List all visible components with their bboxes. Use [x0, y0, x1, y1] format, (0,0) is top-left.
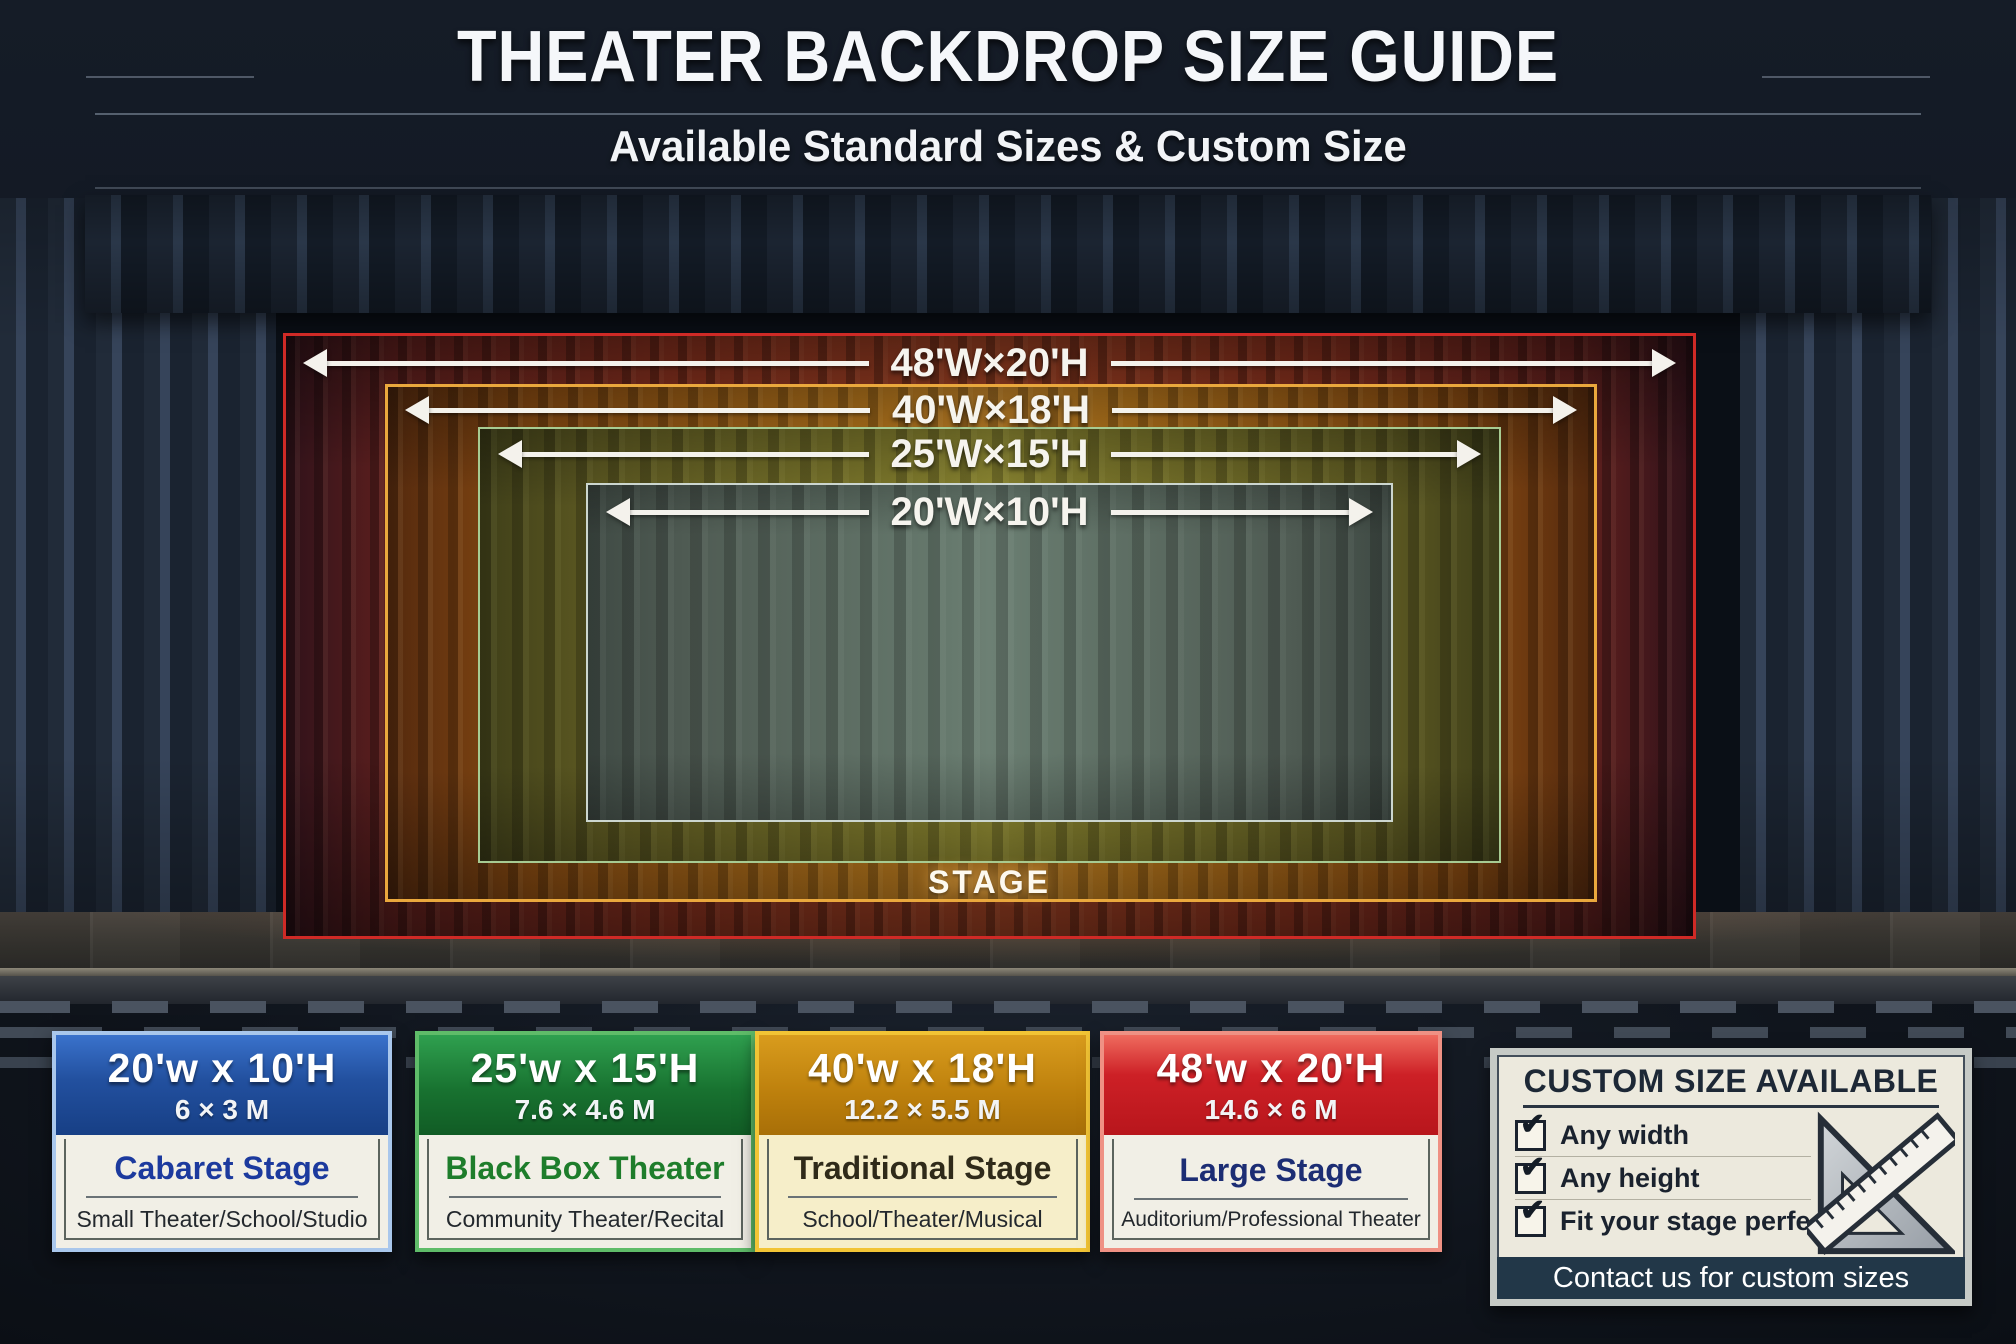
set-square-ruler-icon: [1807, 1111, 1955, 1255]
check-icon: ✔: [1520, 1193, 1546, 1227]
size-indicator-20x10: 20'W×10'H: [606, 489, 1374, 534]
custom-feature-row: ✔ Any height: [1515, 1152, 1811, 1200]
card-body: Large Stage Auditorium/Professional Thea…: [1104, 1135, 1438, 1248]
custom-feature-label: Any width: [1560, 1119, 1689, 1150]
card-body: Black Box Theater Community Theater/Reci…: [419, 1135, 751, 1248]
left-stage-curtain: [0, 198, 276, 996]
card-header: 40'w x 18'H 12.2 × 5.5 M: [759, 1035, 1086, 1135]
divider: [85, 1196, 359, 1198]
page-subtitle: Available Standard Sizes & Custom Size: [609, 122, 1407, 171]
card-audience: Small Theater/School/Studio: [76, 1206, 368, 1232]
card-audience: Auditorium/Professional Theater: [1121, 1207, 1421, 1231]
top-valance-curtain: [85, 195, 1931, 313]
size-label-48x20: 48'W×20'H: [890, 340, 1089, 385]
card-size-feet: 40'w x 18'H: [808, 1044, 1037, 1091]
card-size-feet: 48'w x 20'H: [1156, 1044, 1386, 1091]
divider: [788, 1196, 1057, 1198]
page-title: THEATER BACKDROP SIZE GUIDE: [457, 17, 1559, 97]
divider: [1134, 1197, 1408, 1200]
checkbox-checked-icon: ✔: [1515, 1109, 1546, 1151]
arrow-left-icon: [606, 498, 630, 526]
arrow-line: [1110, 509, 1350, 515]
size-label-25x15: 25'W×15'H: [890, 431, 1089, 476]
arrow-line: [429, 407, 870, 413]
stage-front-edge: [0, 968, 2016, 976]
checkbox-checked-icon: ✔: [1515, 1152, 1546, 1194]
card-audience: School/Theater/Musical: [802, 1206, 1043, 1232]
decorative-line: [95, 113, 1921, 115]
card-size-meters: 7.6 × 4.6 M: [514, 1093, 656, 1125]
size-card-25x15: 25'w x 15'H 7.6 × 4.6 M Black Box Theate…: [415, 1031, 755, 1252]
size-card-20x10: 20'w x 10'H 6 × 3 M Cabaret Stage Small …: [52, 1031, 392, 1252]
card-body: Cabaret Stage Small Theater/School/Studi…: [56, 1135, 388, 1248]
size-indicator-25x15: 25'W×15'H: [498, 431, 1482, 476]
decorative-line: [95, 187, 1921, 189]
check-icon: ✔: [1520, 1107, 1546, 1141]
size-card-48x20: 48'w x 20'H 14.6 × 6 M Large Stage Audit…: [1100, 1031, 1442, 1252]
decorative-line: [86, 76, 254, 78]
custom-feature-row: ✔ Any width: [1515, 1109, 1811, 1157]
card-stage-name: Large Stage: [1179, 1151, 1363, 1188]
custom-feature-row: ✔ Fit your stage perfectly: [1515, 1195, 1857, 1242]
card-size-meters: 12.2 × 5.5 M: [844, 1093, 1001, 1125]
size-label-40x18: 40'W×18'H: [892, 387, 1091, 432]
card-header: 25'w x 15'H 7.6 × 4.6 M: [419, 1035, 751, 1135]
card-size-meters: 6 × 3 M: [174, 1093, 270, 1125]
card-audience: Community Theater/Recital: [445, 1206, 725, 1232]
divider: [1523, 1105, 1939, 1108]
card-size-feet: 20'w x 10'H: [107, 1044, 337, 1091]
card-header: 48'w x 20'H 14.6 × 6 M: [1104, 1035, 1438, 1135]
checkbox-checked-icon: ✔: [1515, 1195, 1546, 1237]
stage-apron: [0, 976, 2016, 1004]
arrow-line: [327, 360, 869, 366]
seating-row: [0, 1001, 2016, 1013]
decorative-line: [1762, 76, 1930, 78]
arrow-right-icon: [1349, 498, 1374, 526]
right-stage-curtain: [1740, 198, 2016, 996]
card-body: Traditional Stage School/Theater/Musical: [759, 1135, 1086, 1248]
arrow-right-icon: [1553, 396, 1578, 424]
stage-floor-label: STAGE: [928, 864, 1051, 900]
arrow-line: [522, 451, 869, 457]
divider: [448, 1196, 722, 1198]
arrow-line: [1110, 360, 1653, 366]
size-indicator-48x20: 48'W×20'H: [303, 340, 1677, 385]
custom-size-panel: CUSTOM SIZE AVAILABLE ✔ Any width ✔ Any …: [1490, 1048, 1972, 1306]
arrow-right-icon: [1457, 440, 1482, 468]
arrow-left-icon: [405, 396, 429, 424]
arrow-line: [630, 509, 869, 515]
arrow-line: [1110, 451, 1458, 457]
backdrop-20x10: [586, 483, 1393, 822]
card-stage-name: Traditional Stage: [793, 1150, 1052, 1186]
custom-feature-label: Any height: [1560, 1162, 1700, 1193]
size-card-40x18: 40'w x 18'H 12.2 × 5.5 M Traditional Sta…: [755, 1031, 1090, 1252]
size-indicator-40x18: 40'W×18'H: [405, 387, 1578, 432]
custom-size-title: CUSTOM SIZE AVAILABLE: [1523, 1063, 1939, 1099]
custom-size-content: CUSTOM SIZE AVAILABLE ✔ Any width ✔ Any …: [1497, 1055, 1965, 1257]
card-stage-name: Black Box Theater: [445, 1150, 725, 1186]
custom-contact-bar: Contact us for custom sizes: [1497, 1257, 1965, 1299]
card-header: 20'w x 10'H 6 × 3 M: [56, 1035, 388, 1135]
arrow-right-icon: [1652, 349, 1677, 377]
arrow-line: [1112, 407, 1554, 413]
card-size-meters: 14.6 × 6 M: [1204, 1093, 1338, 1125]
size-label-20x10: 20'W×10'H: [890, 489, 1089, 534]
arrow-left-icon: [303, 349, 327, 377]
card-size-feet: 25'w x 15'H: [470, 1044, 700, 1091]
card-stage-name: Cabaret Stage: [114, 1150, 330, 1186]
arrow-left-icon: [498, 440, 522, 468]
check-icon: ✔: [1520, 1150, 1546, 1184]
